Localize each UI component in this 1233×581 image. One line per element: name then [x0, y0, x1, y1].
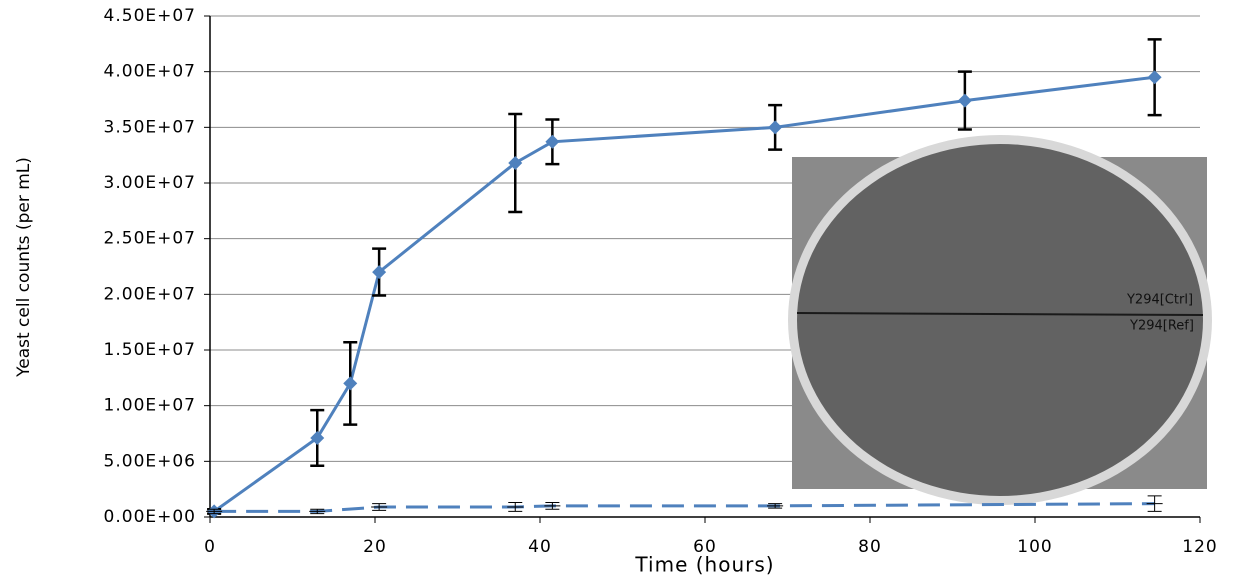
marker	[768, 120, 783, 135]
y-axis-label: Yeast cell counts (per mL)	[14, 157, 34, 378]
y-tick-label: 3.50E+07	[104, 117, 196, 137]
y-tick-label: 4.00E+07	[104, 62, 196, 82]
inset-label: Y294[Ctrl]	[1126, 293, 1193, 308]
marker	[508, 155, 523, 170]
y-tick-label: 1.50E+07	[104, 340, 196, 360]
y-tick-label: 4.50E+07	[104, 6, 196, 26]
marker	[372, 265, 387, 280]
x-tick-label: 100	[1017, 537, 1052, 557]
inset-photo: Y294[Ctrl] Y294[Ref]	[788, 135, 1212, 505]
x-tick-label: 80	[858, 537, 882, 557]
marker	[545, 134, 560, 149]
y-tick-label: 2.00E+07	[104, 284, 196, 304]
x-axis-label: Time (hours)	[634, 553, 774, 577]
marker	[310, 430, 325, 445]
x-tick-label: 20	[363, 537, 387, 557]
marker	[343, 376, 358, 391]
petri-dish	[797, 144, 1203, 496]
inset-label: Y294[Ref]	[1129, 319, 1194, 334]
y-tick-label: 2.50E+07	[104, 229, 196, 249]
x-tick-label: 120	[1182, 537, 1217, 557]
series-layer	[206, 38, 1163, 519]
divider-line	[796, 312, 1204, 316]
series-line	[214, 502, 1155, 513]
x-tick-label: 40	[528, 537, 552, 557]
x-tick-label: 0	[204, 537, 216, 557]
y-tick-label: 0.00E+00	[104, 507, 196, 527]
y-tick-label: 1.00E+07	[104, 396, 196, 416]
y-tick-label: 3.00E+07	[104, 173, 196, 193]
x-tick-label: 60	[693, 537, 717, 557]
marker	[957, 93, 972, 108]
y-tick-label: 5.00E+06	[104, 451, 196, 471]
marker	[1147, 70, 1162, 85]
